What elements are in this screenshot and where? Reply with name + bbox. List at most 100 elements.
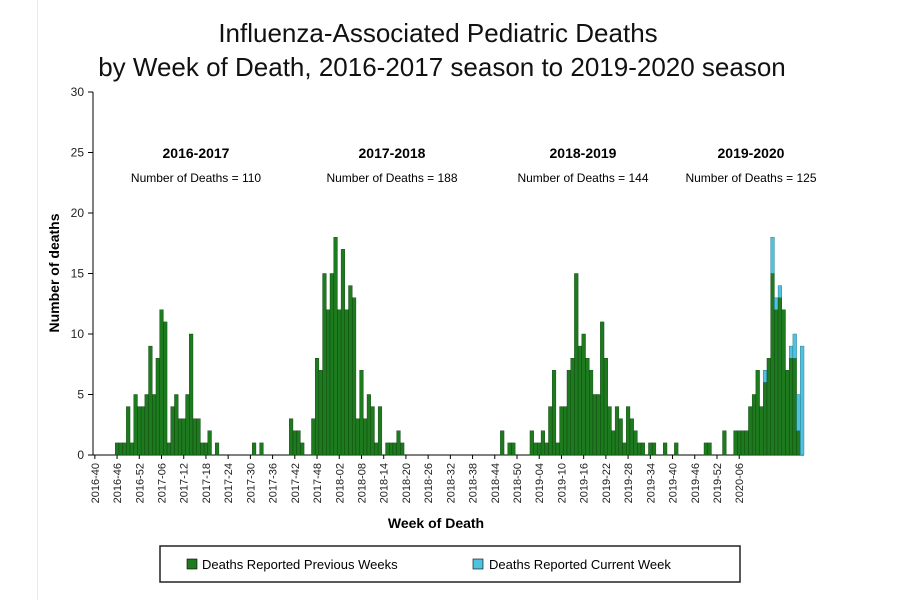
bar-previous-weeks bbox=[540, 430, 545, 456]
bar-current-week bbox=[770, 236, 775, 274]
y-tick-label: 10 bbox=[71, 327, 85, 341]
x-tick-label: 2018-50 bbox=[512, 463, 524, 503]
bar-previous-weeks bbox=[252, 442, 257, 456]
y-axis: 0 5 10 15 20 25 30 bbox=[71, 85, 94, 462]
bar-previous-weeks bbox=[155, 358, 160, 456]
bar-previous-weeks bbox=[740, 430, 745, 456]
bar-previous-weeks bbox=[389, 442, 394, 456]
bar-previous-weeks bbox=[370, 406, 375, 456]
x-tick-label: 2017-48 bbox=[312, 463, 324, 503]
x-tick-label: 2018-38 bbox=[468, 463, 480, 503]
bar-previous-weeks bbox=[737, 430, 742, 456]
bar-previous-weeks bbox=[555, 442, 560, 456]
season-count-2017-2018: Number of Deaths = 188 bbox=[326, 171, 457, 185]
bar-previous-weeks bbox=[563, 406, 568, 456]
x-tick-label: 2019-22 bbox=[601, 463, 613, 503]
bar-previous-weeks bbox=[570, 358, 575, 456]
bar-previous-weeks bbox=[352, 297, 357, 456]
bar-previous-weeks bbox=[300, 442, 305, 456]
bar-previous-weeks bbox=[192, 418, 197, 456]
bar-previous-weeks bbox=[566, 370, 571, 456]
x-tick-label: 2019-28 bbox=[623, 463, 635, 503]
x-tick-label: 2018-08 bbox=[356, 463, 368, 503]
bar-previous-weeks bbox=[707, 442, 712, 456]
bar-previous-weeks bbox=[126, 406, 131, 456]
bar-previous-weeks bbox=[763, 382, 768, 456]
legend-label-previous-weeks: Deaths Reported Previous Weeks bbox=[202, 557, 398, 572]
bar-previous-weeks bbox=[314, 358, 320, 456]
season-count-2019-2020: Number of Deaths = 125 bbox=[685, 171, 816, 185]
bar-previous-weeks bbox=[322, 273, 327, 456]
bar-previous-weeks bbox=[607, 406, 612, 456]
x-tick-label: 2016-52 bbox=[134, 463, 146, 503]
bar-previous-weeks bbox=[377, 406, 383, 456]
bar-previous-weeks bbox=[785, 370, 790, 456]
bar-previous-weeks bbox=[170, 406, 175, 456]
bar-previous-weeks bbox=[337, 309, 342, 456]
bar-previous-weeks bbox=[207, 430, 212, 456]
season-label-2019-2020: 2019-2020 bbox=[718, 145, 785, 161]
bar-previous-weeks bbox=[622, 442, 627, 456]
x-tick-label: 2019-52 bbox=[712, 463, 724, 503]
bar-current-week bbox=[788, 345, 794, 359]
legend-swatch-current-week bbox=[472, 558, 484, 570]
bar-previous-weeks bbox=[766, 358, 771, 456]
bars bbox=[115, 236, 805, 456]
bar-current-week bbox=[774, 297, 779, 311]
x-tick-label: 2019-40 bbox=[668, 463, 680, 503]
bar-previous-weeks bbox=[500, 430, 505, 456]
bar-previous-weeks bbox=[166, 442, 171, 456]
legend: Deaths Reported Previous Weeks Deaths Re… bbox=[159, 545, 741, 583]
x-tick-label: 2020-06 bbox=[734, 463, 746, 503]
bar-previous-weeks bbox=[392, 442, 397, 456]
bar-previous-weeks bbox=[781, 309, 786, 456]
bar-previous-weeks bbox=[318, 370, 323, 456]
season-label-2016-2017: 2016-2017 bbox=[163, 145, 230, 161]
bar-previous-weeks bbox=[777, 297, 782, 456]
bar-previous-weeks bbox=[770, 273, 775, 456]
bar-previous-weeks bbox=[292, 430, 297, 456]
bar-previous-weeks bbox=[537, 442, 542, 456]
x-tick-label: 2019-46 bbox=[690, 463, 702, 503]
left-divider bbox=[37, 0, 38, 600]
bar-previous-weeks bbox=[629, 418, 634, 456]
bar-previous-weeks bbox=[363, 418, 368, 456]
bar-previous-weeks bbox=[148, 345, 153, 456]
bar-previous-weeks bbox=[589, 370, 594, 456]
bar-previous-weeks bbox=[159, 309, 164, 456]
bar-previous-weeks bbox=[633, 430, 638, 456]
season-count-2018-2019: Number of Deaths = 144 bbox=[517, 171, 648, 185]
bar-previous-weeks bbox=[603, 358, 608, 456]
bar-previous-weeks bbox=[359, 370, 364, 456]
bar-previous-weeks bbox=[296, 430, 301, 456]
bar-previous-weeks bbox=[544, 442, 549, 456]
x-tick-label: 2018-32 bbox=[445, 463, 457, 503]
bar-previous-weeks bbox=[574, 273, 579, 456]
bar-previous-weeks bbox=[648, 442, 653, 456]
y-tick-label: 0 bbox=[77, 448, 84, 462]
bar-previous-weeks bbox=[177, 418, 183, 456]
x-tick-label: 2019-34 bbox=[645, 463, 657, 503]
bar-previous-weeks bbox=[115, 442, 120, 456]
bar-previous-weeks bbox=[611, 430, 616, 456]
bar-previous-weeks bbox=[129, 442, 134, 456]
bar-current-week bbox=[796, 394, 801, 431]
bar-previous-weeks bbox=[385, 442, 390, 456]
bar-previous-weeks bbox=[348, 285, 353, 456]
y-tick-label: 5 bbox=[77, 388, 84, 402]
bar-previous-weeks bbox=[751, 394, 757, 456]
bar-previous-weeks bbox=[144, 394, 149, 456]
bar-previous-weeks bbox=[581, 333, 586, 456]
x-tick-label: 2018-14 bbox=[379, 463, 391, 503]
bar-previous-weeks bbox=[755, 370, 760, 456]
bar-previous-weeks bbox=[511, 442, 516, 456]
bar-previous-weeks bbox=[796, 430, 801, 456]
x-tick-label: 2018-44 bbox=[490, 463, 502, 503]
bar-previous-weeks bbox=[140, 406, 146, 456]
x-tick-label: 2018-26 bbox=[423, 463, 435, 503]
bar-previous-weeks bbox=[585, 358, 590, 456]
x-axis: 2016-40 2016-46 2016-52 2017-06 2017-12 2017-… bbox=[90, 454, 804, 503]
x-tick-label: 2017-42 bbox=[290, 463, 302, 503]
bar-previous-weeks bbox=[651, 442, 657, 456]
x-tick-label: 2018-02 bbox=[334, 463, 346, 503]
